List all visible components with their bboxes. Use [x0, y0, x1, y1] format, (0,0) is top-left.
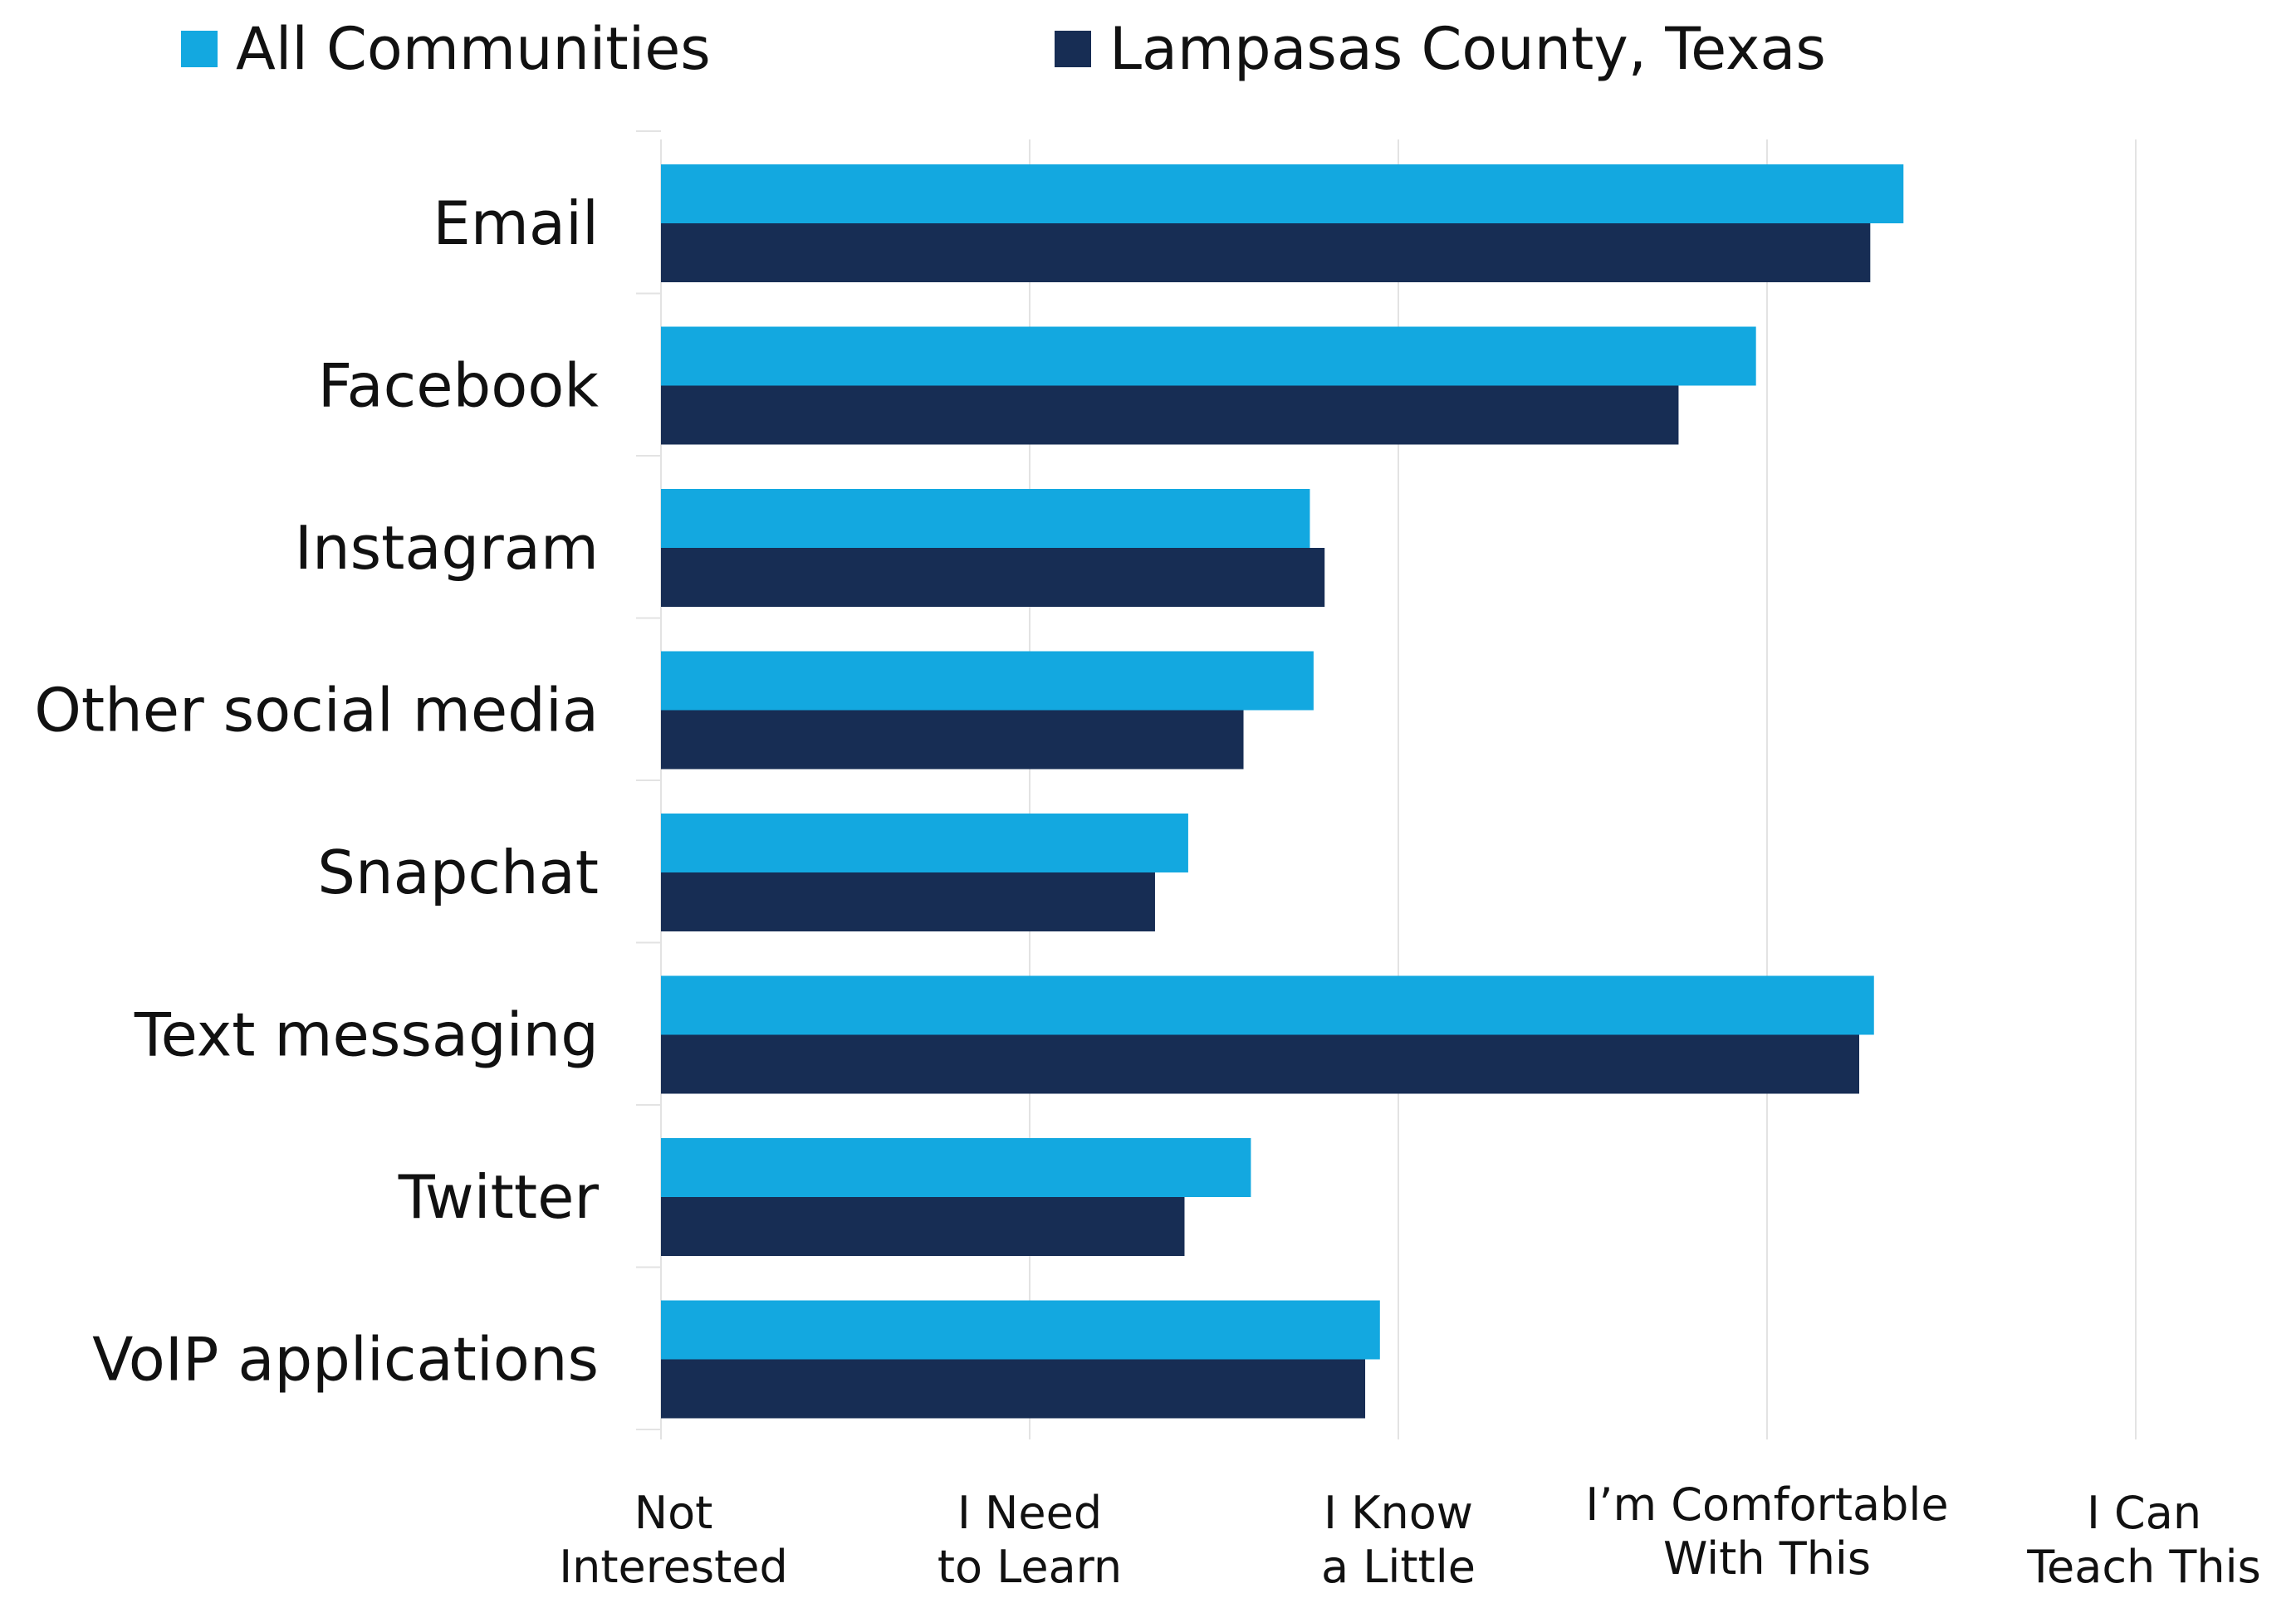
category-label-snapchat: Snapchat — [317, 838, 599, 907]
x-tick-label-0-line-1: Interested — [559, 1541, 788, 1593]
legend-label-lampasas-county: Lampasas County, Texas — [1109, 15, 1826, 83]
legend-label-all-communities: All Communities — [236, 15, 711, 83]
bar-instagram-all-communities[interactable] — [661, 489, 1310, 548]
x-tick-label-1-line-1: to Learn — [937, 1541, 1122, 1593]
bar-email-all-communities[interactable] — [661, 164, 1904, 223]
legend-swatch-lampasas-county — [1055, 31, 1091, 67]
x-tick-label-4-line-0: I Can — [2087, 1487, 2201, 1539]
bar-twitter-lampasas-county-texas[interactable] — [661, 1197, 1185, 1256]
x-tick-label-4-line-1: Teach This — [2026, 1541, 2261, 1593]
x-tick-label-2-line-0: I Know — [1324, 1487, 1473, 1539]
category-label-email: Email — [433, 188, 599, 258]
legend-item-all-communities[interactable]: All Communities — [181, 12, 711, 86]
bar-twitter-all-communities[interactable] — [661, 1138, 1251, 1197]
bar-email-lampasas-county-texas[interactable] — [661, 223, 1871, 282]
x-tick-label-1-line-0: I Need — [957, 1487, 1102, 1539]
bar-other-social-media-lampasas-county-texas[interactable] — [661, 710, 1244, 770]
bar-facebook-lampasas-county-texas[interactable] — [661, 385, 1679, 445]
category-label-twitter: Twitter — [398, 1162, 600, 1232]
category-label-instagram: Instagram — [295, 513, 599, 583]
bar-other-social-media-all-communities[interactable] — [661, 651, 1314, 711]
bar-voip-applications-all-communities[interactable] — [661, 1300, 1380, 1360]
bar-instagram-lampasas-county-texas[interactable] — [661, 548, 1325, 607]
category-label-text-messaging: Text messaging — [134, 1000, 599, 1070]
bars — [661, 164, 1904, 1419]
bar-snapchat-all-communities[interactable] — [661, 814, 1188, 872]
x-tick-label-3-line-0: I’m Comfortable — [1585, 1478, 1948, 1531]
x-tick-label-0-line-0: Not — [634, 1487, 713, 1539]
bar-text-messaging-lampasas-county-texas[interactable] — [661, 1034, 1859, 1094]
y-axis-labels: Email Facebook Instagram Other social media… — [34, 188, 599, 1395]
legend-swatch-all-communities — [181, 31, 218, 67]
bar-facebook-all-communities[interactable] — [661, 326, 1756, 386]
bar-text-messaging-all-communities[interactable] — [661, 975, 1874, 1035]
legend: All Communities Lampasas County, Texas — [0, 12, 2296, 86]
category-label-voip-applications: VoIP applications — [92, 1325, 599, 1395]
bar-voip-applications-lampasas-county-texas[interactable] — [661, 1359, 1366, 1419]
category-label-other-social-media: Other social media — [34, 676, 599, 745]
x-tick-label-3-line-1: With This — [1663, 1532, 1871, 1585]
x-tick-label-2-line-1: a Little — [1321, 1541, 1476, 1593]
category-label-facebook: Facebook — [318, 351, 600, 421]
legend-item-lampasas-county[interactable]: Lampasas County, Texas — [1055, 12, 1826, 86]
bar-snapchat-lampasas-county-texas[interactable] — [661, 872, 1155, 931]
